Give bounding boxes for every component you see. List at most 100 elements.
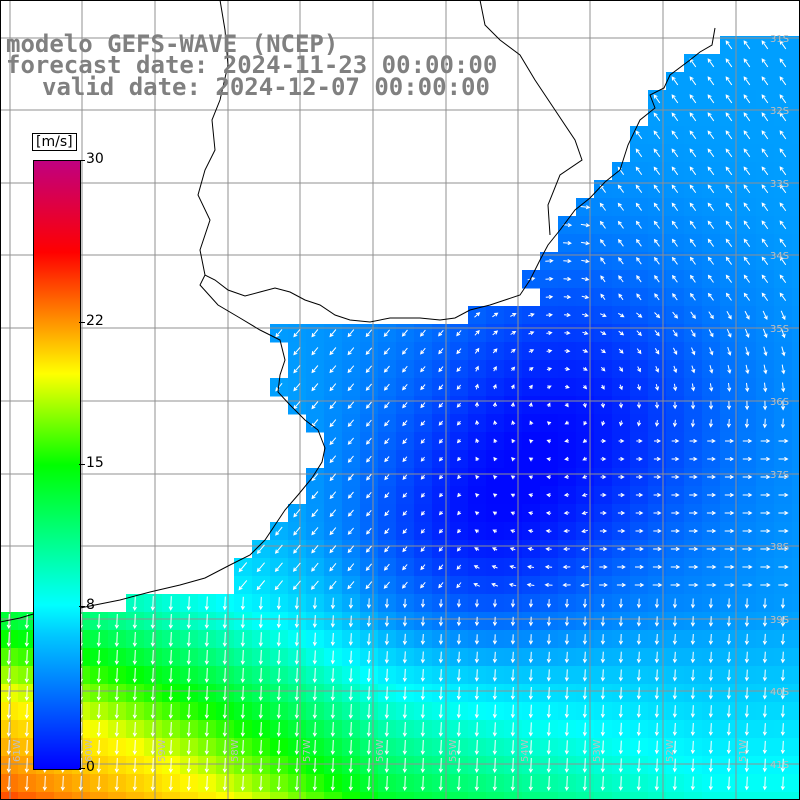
wind-arrow bbox=[636, 651, 642, 664]
wind-arrow bbox=[743, 40, 751, 50]
wind-arrow bbox=[347, 437, 354, 445]
wind-arrow bbox=[402, 564, 408, 571]
wind-arrow bbox=[671, 456, 680, 462]
wind-arrow bbox=[420, 366, 426, 373]
wind-arrow bbox=[384, 757, 389, 774]
wind-arrow bbox=[475, 493, 480, 498]
wind-arrow bbox=[582, 456, 588, 461]
wind-arrow bbox=[582, 634, 588, 645]
wind-arrow bbox=[689, 238, 697, 247]
wind-arrow bbox=[744, 400, 750, 411]
wind-arrow bbox=[329, 545, 337, 554]
wind-arrow bbox=[438, 329, 444, 337]
field-cell bbox=[792, 522, 800, 541]
wind-arrow bbox=[690, 633, 696, 646]
wind-arrow bbox=[456, 348, 462, 355]
wind-arrow bbox=[581, 528, 588, 534]
wind-arrow bbox=[276, 775, 281, 792]
field-cell bbox=[234, 792, 253, 800]
wind-arrow bbox=[150, 739, 155, 756]
wind-arrow bbox=[672, 651, 678, 664]
wind-arrow bbox=[780, 310, 786, 321]
field-cell bbox=[558, 792, 577, 800]
wind-arrow bbox=[655, 366, 659, 373]
wind-arrow bbox=[618, 330, 625, 336]
wind-arrow bbox=[258, 685, 263, 702]
field-cell bbox=[720, 792, 739, 800]
wind-arrow bbox=[402, 775, 407, 792]
wind-arrow bbox=[599, 313, 607, 317]
wind-arrow bbox=[654, 383, 660, 391]
wind-arrow bbox=[510, 704, 515, 719]
wind-arrow bbox=[779, 112, 787, 122]
wind-arrow bbox=[707, 112, 715, 122]
wind-arrow bbox=[635, 166, 643, 175]
wind-arrow bbox=[329, 491, 337, 500]
wind-arrow bbox=[528, 651, 534, 664]
wind-arrow bbox=[743, 166, 751, 176]
wind-arrow bbox=[456, 669, 461, 682]
wind-arrow bbox=[528, 312, 535, 317]
wind-arrow bbox=[438, 582, 444, 589]
wind-arrow bbox=[474, 401, 480, 408]
wind-arrow bbox=[600, 402, 606, 409]
wind-arrow bbox=[24, 721, 29, 738]
wind-arrow bbox=[707, 238, 715, 247]
wind-arrow bbox=[599, 528, 608, 534]
wind-arrow bbox=[475, 438, 480, 443]
wind-arrow bbox=[635, 148, 643, 158]
wind-arrow bbox=[311, 509, 319, 518]
wind-arrow bbox=[276, 757, 281, 774]
wind-arrow bbox=[438, 438, 443, 444]
wind-arrow bbox=[6, 613, 11, 630]
wind-arrow bbox=[708, 329, 714, 338]
wind-arrow bbox=[690, 419, 696, 428]
wind-arrow bbox=[258, 667, 263, 684]
field-cell bbox=[18, 792, 37, 800]
wind-arrow bbox=[402, 704, 407, 719]
wind-arrow bbox=[438, 616, 444, 627]
wind-arrow bbox=[492, 634, 498, 645]
wind-arrow bbox=[293, 544, 301, 554]
wind-arrows bbox=[6, 40, 789, 792]
wind-arrow bbox=[636, 669, 642, 682]
wind-arrow bbox=[762, 598, 768, 609]
wind-arrow bbox=[546, 616, 552, 627]
wind-arrow bbox=[691, 365, 696, 374]
wind-arrow bbox=[274, 580, 283, 591]
wind-arrow bbox=[545, 546, 552, 552]
wind-arrow bbox=[204, 614, 209, 629]
wind-arrow bbox=[168, 667, 173, 684]
wind-arrow bbox=[546, 634, 552, 645]
field-cell bbox=[324, 792, 343, 800]
wind-arrow bbox=[475, 365, 479, 372]
wind-arrow bbox=[709, 365, 714, 374]
wind-arrow bbox=[763, 382, 768, 393]
wind-arrow bbox=[564, 634, 570, 645]
wind-arrow bbox=[725, 148, 733, 158]
wind-arrow bbox=[366, 721, 371, 738]
wind-arrow bbox=[348, 721, 353, 738]
wind-arrow bbox=[581, 313, 589, 318]
field-cell bbox=[792, 576, 800, 595]
wind-arrow bbox=[689, 510, 698, 516]
wind-arrow bbox=[456, 384, 462, 390]
wind-arrow bbox=[671, 492, 680, 498]
field-cell bbox=[756, 792, 775, 800]
wind-arrow bbox=[474, 511, 480, 516]
wind-arrow bbox=[96, 757, 101, 774]
wind-arrow bbox=[256, 562, 265, 573]
wind-arrow bbox=[311, 544, 319, 554]
wind-arrow bbox=[781, 346, 786, 357]
wind-arrow bbox=[743, 76, 751, 86]
wind-arrow bbox=[420, 651, 426, 664]
wind-arrow bbox=[742, 510, 753, 516]
wind-arrow bbox=[779, 76, 787, 86]
wind-arrow bbox=[708, 651, 714, 664]
wind-arrow bbox=[582, 740, 587, 755]
wind-arrow bbox=[529, 420, 534, 425]
wind-arrow bbox=[420, 704, 425, 719]
wind-arrow bbox=[653, 528, 662, 534]
wind-arrow bbox=[744, 651, 750, 664]
wind-arrow bbox=[274, 544, 283, 554]
